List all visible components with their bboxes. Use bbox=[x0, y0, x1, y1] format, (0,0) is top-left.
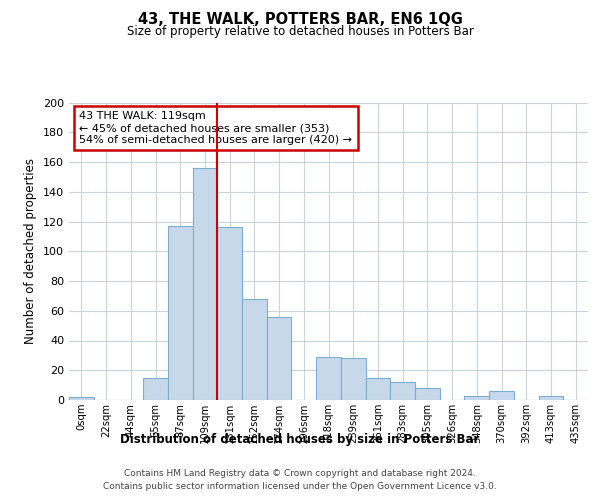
Bar bbox=[143, 378, 168, 400]
Bar bbox=[489, 391, 514, 400]
Bar bbox=[341, 358, 365, 400]
Text: Contains public sector information licensed under the Open Government Licence v3: Contains public sector information licen… bbox=[103, 482, 497, 491]
Bar bbox=[539, 396, 563, 400]
Bar bbox=[316, 357, 341, 400]
Text: 43, THE WALK, POTTERS BAR, EN6 1QG: 43, THE WALK, POTTERS BAR, EN6 1QG bbox=[137, 12, 463, 28]
Bar bbox=[69, 397, 94, 400]
Y-axis label: Number of detached properties: Number of detached properties bbox=[25, 158, 37, 344]
Bar bbox=[217, 228, 242, 400]
Bar bbox=[390, 382, 415, 400]
Text: Distribution of detached houses by size in Potters Bar: Distribution of detached houses by size … bbox=[121, 432, 479, 446]
Bar bbox=[415, 388, 440, 400]
Bar bbox=[193, 168, 217, 400]
Bar bbox=[464, 396, 489, 400]
Bar bbox=[267, 316, 292, 400]
Text: Size of property relative to detached houses in Potters Bar: Size of property relative to detached ho… bbox=[127, 25, 473, 38]
Text: 43 THE WALK: 119sqm
← 45% of detached houses are smaller (353)
54% of semi-detac: 43 THE WALK: 119sqm ← 45% of detached ho… bbox=[79, 112, 352, 144]
Bar bbox=[365, 378, 390, 400]
Bar bbox=[168, 226, 193, 400]
Text: Contains HM Land Registry data © Crown copyright and database right 2024.: Contains HM Land Registry data © Crown c… bbox=[124, 469, 476, 478]
Bar bbox=[242, 299, 267, 400]
